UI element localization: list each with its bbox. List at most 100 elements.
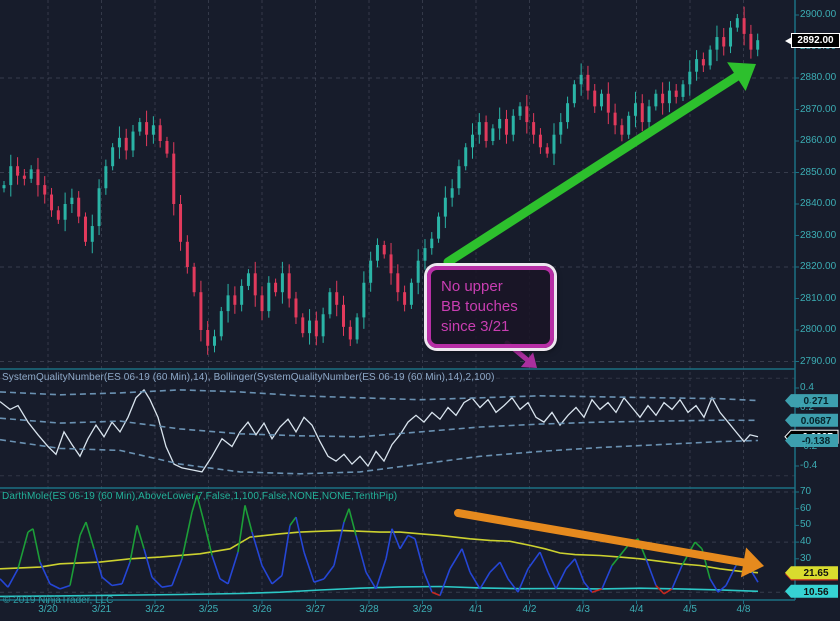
last-price-badge: 2892.00	[785, 33, 840, 48]
candle-body	[246, 273, 250, 286]
candle-body	[661, 93, 665, 104]
value-badge-text: 0.271	[803, 396, 828, 407]
candle-body	[172, 153, 176, 204]
mole-oscillator-segment	[507, 578, 519, 593]
date-label: 4/8	[736, 604, 751, 615]
candle-body	[586, 74, 590, 91]
candle-body	[50, 194, 54, 211]
mole-oscillator-segment	[59, 584, 71, 590]
candle-body	[416, 260, 420, 283]
series-upper-threshold	[0, 529, 759, 574]
callout-line: BB touches	[441, 297, 518, 315]
candle-body	[43, 185, 47, 195]
candle-body	[56, 210, 60, 220]
darthmole-indicator-label: DarthMole(ES 06-19 (60 Min),AboveLower,7…	[2, 491, 398, 502]
price-tick-label: 2810.00	[800, 292, 837, 304]
mole-oscillator-segment	[303, 551, 315, 583]
candle-body	[579, 74, 583, 85]
price-tick-label: 2830.00	[800, 229, 837, 241]
candle-body	[389, 254, 393, 274]
candle-body	[369, 260, 373, 283]
mole-oscillator-segment	[151, 576, 163, 588]
value-badge-text: 10.56	[803, 587, 828, 598]
candle-body	[375, 244, 379, 261]
mole-oscillator-segment	[547, 571, 557, 590]
mole-oscillator-segment	[583, 581, 593, 593]
mole-oscillator-segment	[671, 565, 683, 590]
downtrend-arrow-head	[740, 547, 764, 578]
candle-body	[715, 37, 719, 50]
candle-body	[321, 314, 325, 337]
mole-oscillator-segment	[237, 505, 246, 553]
candles-layer	[2, 6, 760, 355]
mole-oscillator-segment	[101, 576, 113, 587]
candle-body	[606, 93, 610, 113]
mole-oscillator-segment	[391, 528, 401, 550]
candle-body	[654, 93, 658, 107]
candle-body	[681, 84, 685, 97]
candle-body	[138, 122, 142, 132]
candle-body	[559, 122, 563, 135]
candle-body	[566, 103, 570, 123]
mole-oscillator-segment	[0, 578, 9, 588]
candle-body	[742, 18, 746, 34]
mole-oscillator-segment	[499, 561, 509, 580]
mole-oscillator-segment	[527, 551, 541, 570]
mole-oscillator-segment	[289, 516, 297, 526]
price-tick-label: 2880.00	[800, 72, 837, 83]
mole-oscillator-segment	[655, 584, 665, 595]
date-label: 3/27	[305, 604, 326, 615]
price-tick-label: 2900.00	[800, 9, 837, 20]
candle-body	[267, 282, 271, 312]
candle-body	[97, 188, 101, 227]
date-label: 3/20	[38, 604, 58, 615]
candle-body	[437, 216, 441, 239]
candle-body	[308, 320, 312, 334]
value-badge	[785, 413, 838, 427]
mole-oscillator-segment	[375, 558, 387, 590]
candle-body	[708, 49, 712, 66]
candle-body	[77, 197, 81, 217]
candle-body	[2, 185, 6, 189]
mole-oscillator-segment	[539, 551, 549, 573]
candle-body	[335, 292, 339, 305]
candle-body	[620, 125, 624, 135]
candle-body	[342, 304, 345, 327]
mole-oscillator-segment	[219, 578, 229, 585]
candle-body	[314, 320, 318, 337]
mole-oscillator-segment	[85, 521, 95, 550]
mole-oscillator-segment	[591, 588, 603, 593]
callout-note: No upper BB touches since 3/21	[427, 266, 554, 349]
series-bollinger-middle	[0, 417, 759, 438]
date-label: 3/26	[252, 604, 272, 615]
candle-body	[70, 197, 74, 204]
mole-oscillator-segment	[439, 568, 451, 596]
mole-oscillator-segment	[333, 521, 345, 566]
callout-line: No upper	[441, 278, 503, 295]
sqn-tick-label: 0.2	[800, 401, 814, 413]
sqn-tick-label: -0.4	[800, 460, 818, 471]
candle-body	[145, 122, 149, 135]
mole-oscillator-segment	[69, 535, 81, 586]
date-label: 4/2	[522, 604, 537, 615]
mole-oscillator-segment	[129, 525, 138, 563]
candle-body	[722, 37, 726, 47]
candle-body	[640, 103, 644, 123]
mole-oscillator-segment	[196, 495, 205, 523]
date-label: 4/1	[469, 604, 483, 615]
callout-line: since 3/21	[441, 317, 510, 335]
candle-body	[518, 106, 522, 116]
price-tick-label: 2820.00	[800, 261, 837, 272]
mole-oscillator-segment	[323, 565, 335, 580]
candle-body	[511, 115, 515, 135]
candle-body	[532, 122, 536, 135]
value-badge	[785, 584, 838, 598]
mole-oscillator-segment	[399, 535, 409, 550]
candle-body	[280, 273, 284, 293]
candle-body	[545, 147, 549, 154]
mole-oscillator-segment	[365, 571, 377, 590]
mole-oscillator-segment	[517, 568, 529, 593]
candle-body	[627, 115, 631, 135]
candle-body	[430, 238, 434, 249]
